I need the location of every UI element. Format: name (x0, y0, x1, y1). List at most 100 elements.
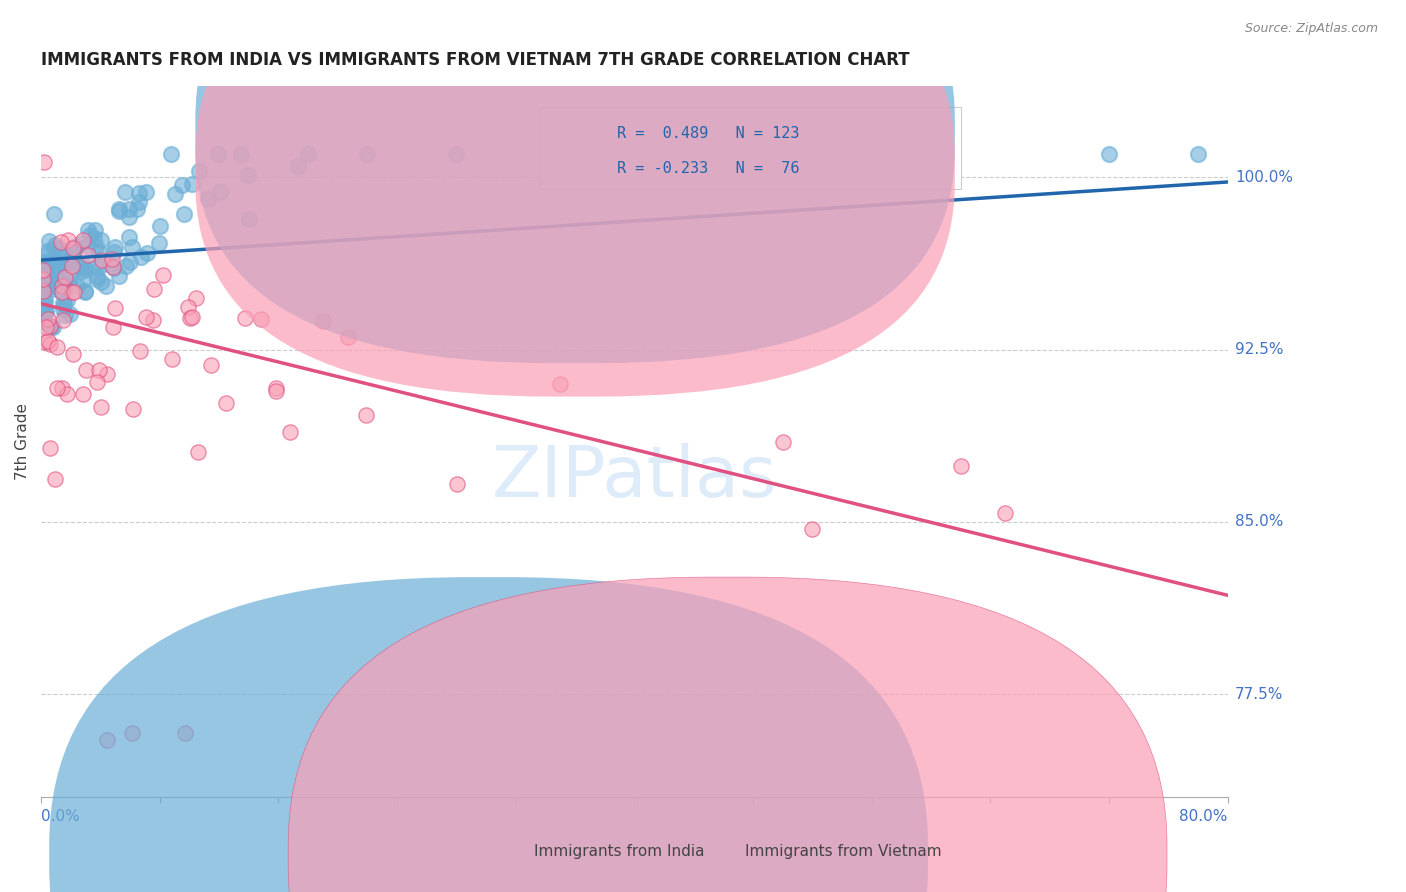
Point (53, 277, 76, 292)
Point (38, 234, 60, 248)
Point (266, 381, 288, 395)
Point (103, 260, 125, 275)
Text: 77.5%: 77.5% (1236, 687, 1284, 702)
Point (86, 376, 108, 390)
Text: 100.0%: 100.0% (1236, 169, 1294, 185)
Point (44, 472, 66, 486)
Point (80, 802, 103, 816)
Point (34, 294, 56, 309)
Point (801, 147, 824, 161)
Point (52, 247, 75, 261)
Point (86, 268, 108, 283)
Y-axis label: 7th Grade: 7th Grade (15, 403, 30, 480)
Point (60, 259, 83, 273)
Point (772, 435, 794, 450)
Point (37, 312, 59, 326)
Point (994, 506, 1017, 520)
Point (62, 249, 84, 263)
Point (114, 185, 136, 199)
Point (44, 241, 66, 255)
Point (278, 425, 301, 439)
Point (51, 285, 73, 299)
Point (39, 319, 62, 334)
Point (77, 248, 100, 262)
Point (87, 363, 110, 377)
Point (86, 272, 108, 286)
Point (186, 291, 208, 305)
Point (949, 458, 972, 473)
Point (58, 233, 80, 247)
Point (135, 310, 157, 324)
Point (30, 265, 52, 279)
Point (34, 304, 56, 318)
Point (238, 168, 260, 182)
Point (75, 363, 97, 377)
Point (548, 377, 571, 392)
Point (32, 255, 55, 269)
Point (136, 245, 159, 260)
Point (37, 334, 59, 348)
Point (84, 239, 107, 253)
Text: R = -0.233   N =  76: R = -0.233 N = 76 (617, 161, 799, 177)
Point (121, 240, 143, 254)
Point (152, 268, 174, 283)
Point (46, 272, 69, 286)
Point (52, 301, 75, 316)
Point (65, 238, 87, 252)
Point (37, 260, 59, 274)
Point (77, 239, 100, 253)
Point (62, 241, 84, 255)
Point (39, 337, 62, 351)
Point (354, 408, 377, 422)
Point (117, 210, 139, 224)
Point (801, 802, 824, 816)
Point (94, 279, 117, 293)
Point (238, 212, 260, 227)
Point (72, 387, 94, 401)
Text: 80.0%: 80.0% (1180, 809, 1227, 824)
Point (39, 319, 62, 334)
Point (229, 147, 252, 161)
Point (107, 204, 129, 219)
Point (104, 240, 127, 254)
Point (200, 358, 222, 372)
Point (287, 160, 309, 174)
Point (34, 334, 56, 349)
Point (70, 264, 93, 278)
Point (190, 814, 212, 828)
Point (35, 244, 58, 259)
Point (37, 255, 59, 269)
Point (117, 230, 139, 244)
Point (51, 235, 73, 249)
Point (121, 726, 143, 740)
Point (149, 219, 172, 234)
Point (73, 259, 96, 273)
Point (76, 223, 98, 237)
Point (233, 310, 256, 325)
Point (108, 202, 131, 216)
Point (31, 272, 53, 286)
Point (75, 285, 97, 300)
Point (32, 284, 55, 298)
Text: Source: ZipAtlas.com: Source: ZipAtlas.com (1244, 22, 1378, 36)
Point (100, 847, 122, 862)
Point (446, 476, 468, 491)
Point (87, 245, 110, 260)
Point (31, 297, 53, 311)
Point (72, 273, 94, 287)
Point (107, 268, 129, 283)
Text: ZIPatlas: ZIPatlas (492, 442, 778, 511)
Point (84, 223, 107, 237)
Point (39, 280, 62, 294)
Point (90, 400, 112, 414)
Point (34, 305, 56, 319)
Point (101, 260, 124, 274)
Point (38, 441, 60, 455)
Text: 0.0%: 0.0% (41, 809, 80, 824)
Point (49, 241, 72, 255)
Point (52, 313, 75, 327)
Point (122, 401, 145, 416)
Point (39, 274, 62, 288)
Point (32, 155, 55, 169)
Point (52, 297, 75, 311)
